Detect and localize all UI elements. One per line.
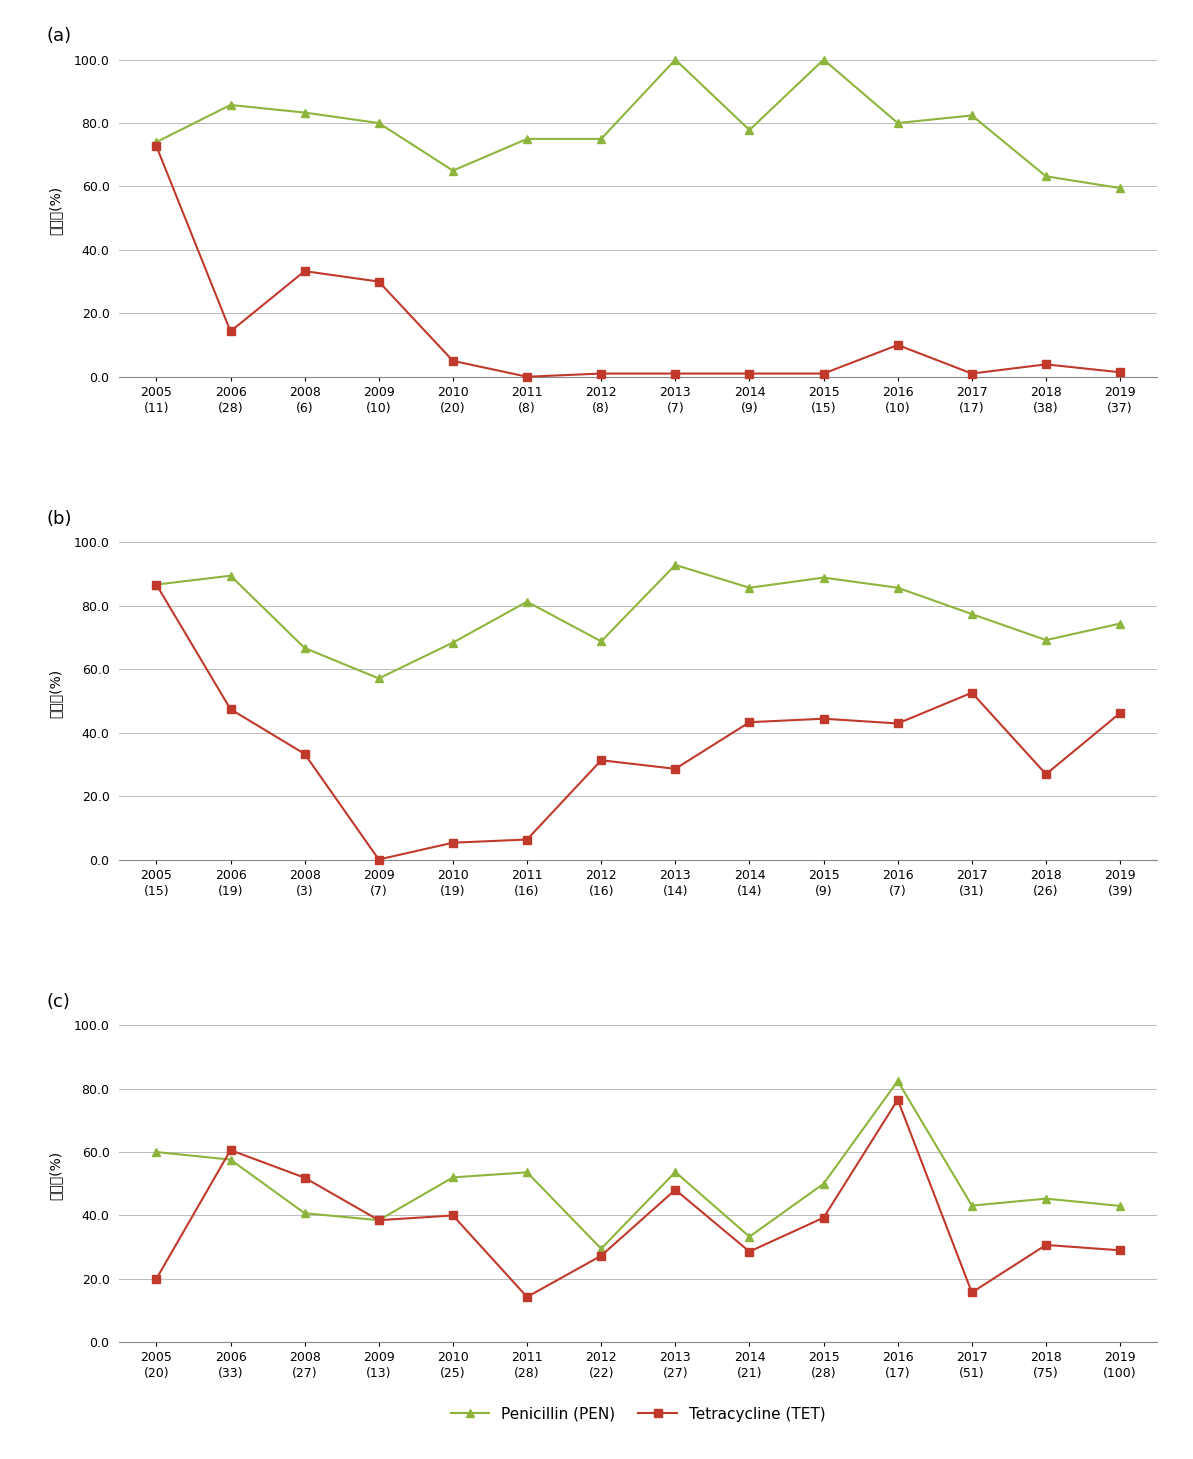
Tetracycline (TET) (668, 365, 682, 382)
Line: Tetracycline (TET): Tetracycline (TET) (153, 581, 1124, 864)
Penicillin (PEN) (149, 576, 163, 594)
Tetracycline (TET) (223, 322, 237, 340)
Y-axis label: 내성률(%): 내성률(%) (49, 1151, 62, 1201)
Penicillin (PEN) (372, 114, 387, 131)
Penicillin (PEN) (965, 605, 979, 623)
Tetracycline (TET) (223, 1141, 237, 1158)
Tetracycline (TET) (1039, 356, 1053, 374)
Tetracycline (TET) (965, 684, 979, 702)
Penicillin (PEN) (149, 133, 163, 150)
Tetracycline (TET) (742, 713, 756, 731)
Penicillin (PEN) (890, 114, 904, 131)
Line: Penicillin (PEN): Penicillin (PEN) (153, 1077, 1124, 1253)
Tetracycline (TET) (816, 365, 830, 382)
Penicillin (PEN) (1113, 179, 1127, 197)
Penicillin (PEN) (520, 1164, 534, 1182)
Penicillin (PEN) (297, 1205, 311, 1223)
Line: Penicillin (PEN): Penicillin (PEN) (153, 55, 1124, 193)
Tetracycline (TET) (890, 715, 904, 732)
Penicillin (PEN) (594, 1240, 608, 1258)
Text: (c): (c) (47, 992, 70, 1011)
Tetracycline (TET) (668, 760, 682, 778)
Tetracycline (TET) (965, 1284, 979, 1301)
Tetracycline (TET) (149, 576, 163, 594)
Penicillin (PEN) (1113, 614, 1127, 632)
Tetracycline (TET) (446, 835, 460, 852)
Penicillin (PEN) (223, 1151, 237, 1169)
Penicillin (PEN) (446, 633, 460, 651)
Tetracycline (TET) (520, 368, 534, 385)
Penicillin (PEN) (372, 1211, 387, 1228)
Tetracycline (TET) (149, 1271, 163, 1288)
Penicillin (PEN) (520, 592, 534, 610)
Tetracycline (TET) (297, 263, 311, 280)
Penicillin (PEN) (742, 121, 756, 139)
Penicillin (PEN) (890, 1072, 904, 1090)
Tetracycline (TET) (297, 746, 311, 763)
Line: Penicillin (PEN): Penicillin (PEN) (153, 560, 1124, 683)
Penicillin (PEN) (1113, 1198, 1127, 1215)
Y-axis label: 내성률(%): 내성률(%) (49, 185, 62, 235)
Tetracycline (TET) (1039, 1236, 1053, 1253)
Penicillin (PEN) (520, 130, 534, 147)
Tetracycline (TET) (890, 1091, 904, 1109)
Tetracycline (TET) (816, 1210, 830, 1227)
Tetracycline (TET) (223, 700, 237, 718)
Tetracycline (TET) (594, 365, 608, 382)
Penicillin (PEN) (668, 556, 682, 573)
Text: (b): (b) (47, 509, 72, 528)
Penicillin (PEN) (965, 1196, 979, 1214)
Tetracycline (TET) (594, 1247, 608, 1265)
Penicillin (PEN) (223, 568, 237, 585)
Penicillin (PEN) (668, 1163, 682, 1180)
Penicillin (PEN) (446, 162, 460, 179)
Tetracycline (TET) (816, 711, 830, 728)
Tetracycline (TET) (890, 336, 904, 353)
Line: Tetracycline (TET): Tetracycline (TET) (153, 142, 1124, 381)
Tetracycline (TET) (372, 1211, 387, 1228)
Y-axis label: 내성률(%): 내성률(%) (49, 668, 62, 718)
Penicillin (PEN) (223, 96, 237, 114)
Penicillin (PEN) (965, 107, 979, 124)
Tetracycline (TET) (1113, 1242, 1127, 1259)
Tetracycline (TET) (742, 365, 756, 382)
Tetracycline (TET) (520, 830, 534, 848)
Penicillin (PEN) (890, 579, 904, 597)
Tetracycline (TET) (297, 1169, 311, 1186)
Tetracycline (TET) (965, 365, 979, 382)
Penicillin (PEN) (446, 1169, 460, 1186)
Tetracycline (TET) (446, 1207, 460, 1224)
Tetracycline (TET) (372, 851, 387, 868)
Penicillin (PEN) (149, 1144, 163, 1161)
Penicillin (PEN) (594, 633, 608, 651)
Penicillin (PEN) (816, 51, 830, 69)
Penicillin (PEN) (594, 130, 608, 147)
Tetracycline (TET) (149, 137, 163, 155)
Tetracycline (TET) (1039, 766, 1053, 783)
Tetracycline (TET) (668, 1180, 682, 1198)
Tetracycline (TET) (446, 352, 460, 369)
Penicillin (PEN) (297, 639, 311, 657)
Tetracycline (TET) (742, 1243, 756, 1261)
Penicillin (PEN) (1039, 632, 1053, 649)
Legend: Penicillin (PEN), Tetracycline (TET): Penicillin (PEN), Tetracycline (TET) (445, 1401, 832, 1428)
Penicillin (PEN) (816, 1174, 830, 1192)
Tetracycline (TET) (520, 1288, 534, 1306)
Penicillin (PEN) (742, 579, 756, 597)
Text: (a): (a) (47, 28, 72, 45)
Line: Tetracycline (TET): Tetracycline (TET) (153, 1096, 1124, 1301)
Penicillin (PEN) (372, 670, 387, 687)
Tetracycline (TET) (594, 751, 608, 769)
Penicillin (PEN) (1039, 168, 1053, 185)
Tetracycline (TET) (1113, 363, 1127, 381)
Penicillin (PEN) (668, 51, 682, 69)
Tetracycline (TET) (1113, 705, 1127, 722)
Penicillin (PEN) (297, 104, 311, 121)
Penicillin (PEN) (816, 569, 830, 587)
Tetracycline (TET) (372, 273, 387, 290)
Penicillin (PEN) (1039, 1191, 1053, 1208)
Penicillin (PEN) (742, 1228, 756, 1246)
